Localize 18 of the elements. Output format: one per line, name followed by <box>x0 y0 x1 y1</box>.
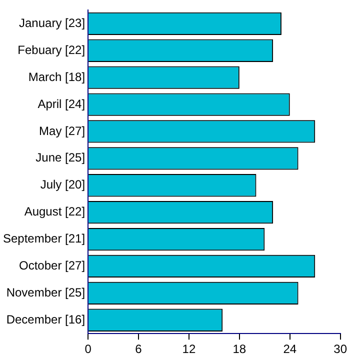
y-tick-label: Febuary [22] <box>18 42 86 57</box>
x-tick-label: 18 <box>232 342 246 356</box>
y-tick-label: June [25] <box>36 150 86 165</box>
y-tick-label: April [24] <box>38 96 86 111</box>
y-tick-label: May [27] <box>39 124 86 138</box>
y-tick-label: July [20] <box>40 178 86 192</box>
x-tick-label: 30 <box>334 342 348 356</box>
y-tick-label: January [23] <box>19 16 86 30</box>
x-tick-label: 24 <box>283 342 297 356</box>
y-tick-label: November [25] <box>6 285 86 300</box>
y-tick-label: December [16] <box>6 312 86 326</box>
y-tick-label: March [18] <box>28 70 86 84</box>
y-tick-label: September [21] <box>2 232 86 246</box>
x-tick-label: 6 <box>135 342 142 356</box>
x-tick-label: 0 <box>84 342 92 356</box>
y-tick-label: October [27] <box>19 258 86 273</box>
y-tick-label: August [22] <box>24 204 86 219</box>
x-tick-label: 12 <box>182 342 196 356</box>
